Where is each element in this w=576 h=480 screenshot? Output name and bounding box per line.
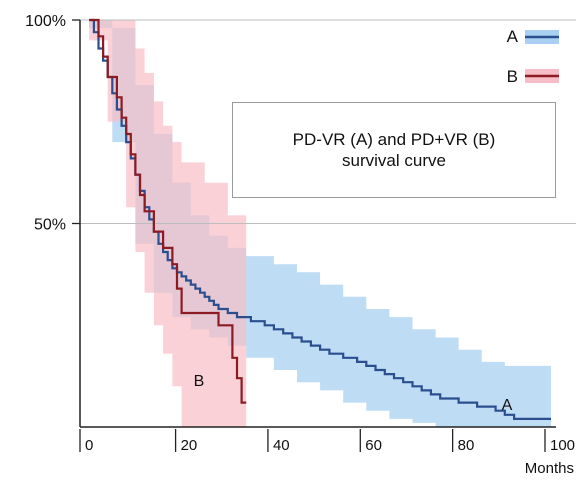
legend-label-b: B [507,67,518,86]
curve-annotation-b: B [194,373,205,390]
gridlines [80,19,576,224]
chart-title-line-2: survival curve [342,151,446,170]
chart-title-line-1: PD-VR (A) and PD+VR (B) [292,130,496,149]
tick-labels: 0 20 40 60 80 100 50% 100% [25,13,575,454]
y-tick-label-50: 50% [34,217,66,234]
y-tick-label-100: 100% [25,13,66,30]
chart-title-box: PD-VR (A) and PD+VR (B) survival curve [232,102,556,198]
survival-curve-b [89,18,247,404]
legend-item-b: B [507,67,559,86]
survival-curve-a [89,18,551,420]
x-tick-label-0: 0 [85,437,93,454]
legend: A B [507,27,559,86]
x-tick-label-60: 60 [365,437,382,454]
x-tick-label-100: 100 [550,437,575,454]
x-tick-label-80: 80 [458,437,475,454]
x-axis-title: Months [525,460,574,477]
curve-annotation-a: A [502,397,513,414]
legend-label-a: A [507,27,519,46]
x-tick-label-20: 20 [181,437,198,454]
survival-curves [89,18,551,420]
legend-item-a: A [507,27,559,46]
x-tick-label-40: 40 [273,437,290,454]
